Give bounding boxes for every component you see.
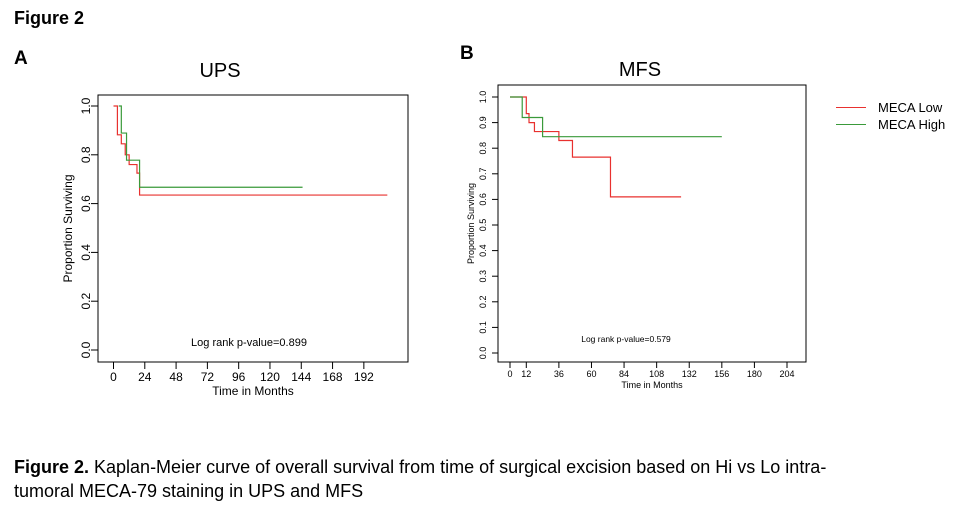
chart-b-x-axis-label: Time in Months — [621, 380, 683, 390]
chart-b-y-axis-label: Proportion Surviving — [466, 183, 476, 264]
legend-swatch-high — [836, 124, 866, 125]
chart-b-x-tick-label: 180 — [747, 369, 762, 379]
caption-text: Kaplan-Meier curve of overall survival f… — [14, 457, 827, 501]
chart-b-series-meca-high-line — [510, 96, 722, 138]
chart-b-y-tick-label: 0.1 — [478, 321, 488, 334]
chart-title-ups: UPS — [199, 60, 241, 82]
chart-b-y-tick-label: 0.7 — [478, 168, 488, 181]
chart-a-y-tick-label: 0.4 — [79, 244, 93, 261]
chart-a-y-axis-label: Proportion Surviving — [61, 174, 75, 282]
chart-b-y-tick-label: 0.3 — [478, 270, 488, 283]
chart-b-annotation: Log rank p-value=0.579 — [581, 334, 671, 344]
chart-title-mfs: MFS — [618, 59, 662, 81]
chart-a-annotation: Log rank p-value=0.899 — [191, 337, 307, 349]
chart-b-series-meca-low-line — [510, 96, 682, 198]
chart-b-y-tick-label: 0.4 — [478, 244, 488, 257]
chart-b-x-tick-label: 84 — [619, 369, 629, 379]
chart-a-x-tick-label: 192 — [354, 370, 374, 384]
figure-caption: Figure 2. Kaplan-Meier curve of overall … — [14, 455, 834, 503]
chart-b-y-tick-label: 0.6 — [478, 193, 488, 206]
chart-b-y-tick-label: 0.0 — [478, 347, 488, 360]
chart-a-x-tick-label: 144 — [291, 370, 311, 384]
chart-a-series-meca-high-line — [118, 105, 303, 188]
chart-b-x-tick-label: 60 — [586, 369, 596, 379]
chart-b-y-tick-label: 1.0 — [478, 91, 488, 104]
chart-a-x-tick-label: 48 — [169, 370, 183, 384]
caption-bold: Figure 2. — [14, 457, 90, 477]
chart-b-x-tick-label: 108 — [649, 369, 664, 379]
chart-b-x-tick-label: 12 — [521, 369, 531, 379]
chart-b-x-tick-label: 204 — [779, 369, 794, 379]
chart-a-y-tick-label: 0.6 — [79, 195, 93, 212]
chart-b-x-tick-label: 156 — [714, 369, 729, 379]
legend-item-high: MECA High — [836, 116, 945, 133]
chart-a-x-tick-label: 96 — [232, 370, 246, 384]
chart-b-x-tick-label: 0 — [507, 369, 512, 379]
chart-b-y-tick-label: 0.5 — [478, 219, 488, 232]
chart-a-series-meca-low-line — [113, 105, 388, 196]
chart-a-x-axis-label: Time in Months — [212, 384, 294, 398]
chart-a-x-tick-label: 120 — [260, 370, 280, 384]
chart-a-x-tick-label: 0 — [110, 370, 117, 384]
chart-b-frame — [497, 84, 807, 363]
chart-a-frame — [97, 94, 409, 363]
legend-label-high: MECA High — [878, 117, 946, 132]
chart-a-x-tick-label: 168 — [323, 370, 343, 384]
chart-b-x-tick-label: 132 — [682, 369, 697, 379]
legend: MECA Low MECA High — [836, 99, 945, 133]
legend-label-low: MECA Low — [878, 100, 943, 115]
legend-item-low: MECA Low — [836, 99, 945, 116]
legend-swatch-low — [836, 107, 866, 108]
panel-label-b: B — [460, 43, 474, 64]
chart-b-x-tick-label: 36 — [554, 369, 564, 379]
chart-b-y-tick-label: 0.9 — [478, 116, 488, 129]
panel-label-a: A — [14, 48, 28, 69]
chart-a-y-tick-label: 0.0 — [79, 341, 93, 358]
chart-b-y-tick-label: 0.8 — [478, 142, 488, 155]
chart-a-y-tick-label: 1.0 — [79, 97, 93, 114]
figure-heading: Figure 2 — [14, 8, 85, 28]
chart-a-y-tick-label: 0.2 — [79, 293, 93, 310]
chart-b-y-tick-label: 0.2 — [478, 296, 488, 309]
chart-a-x-tick-label: 24 — [138, 370, 152, 384]
chart-a-y-tick-label: 0.8 — [79, 146, 93, 163]
chart-a-x-tick-label: 72 — [201, 370, 215, 384]
